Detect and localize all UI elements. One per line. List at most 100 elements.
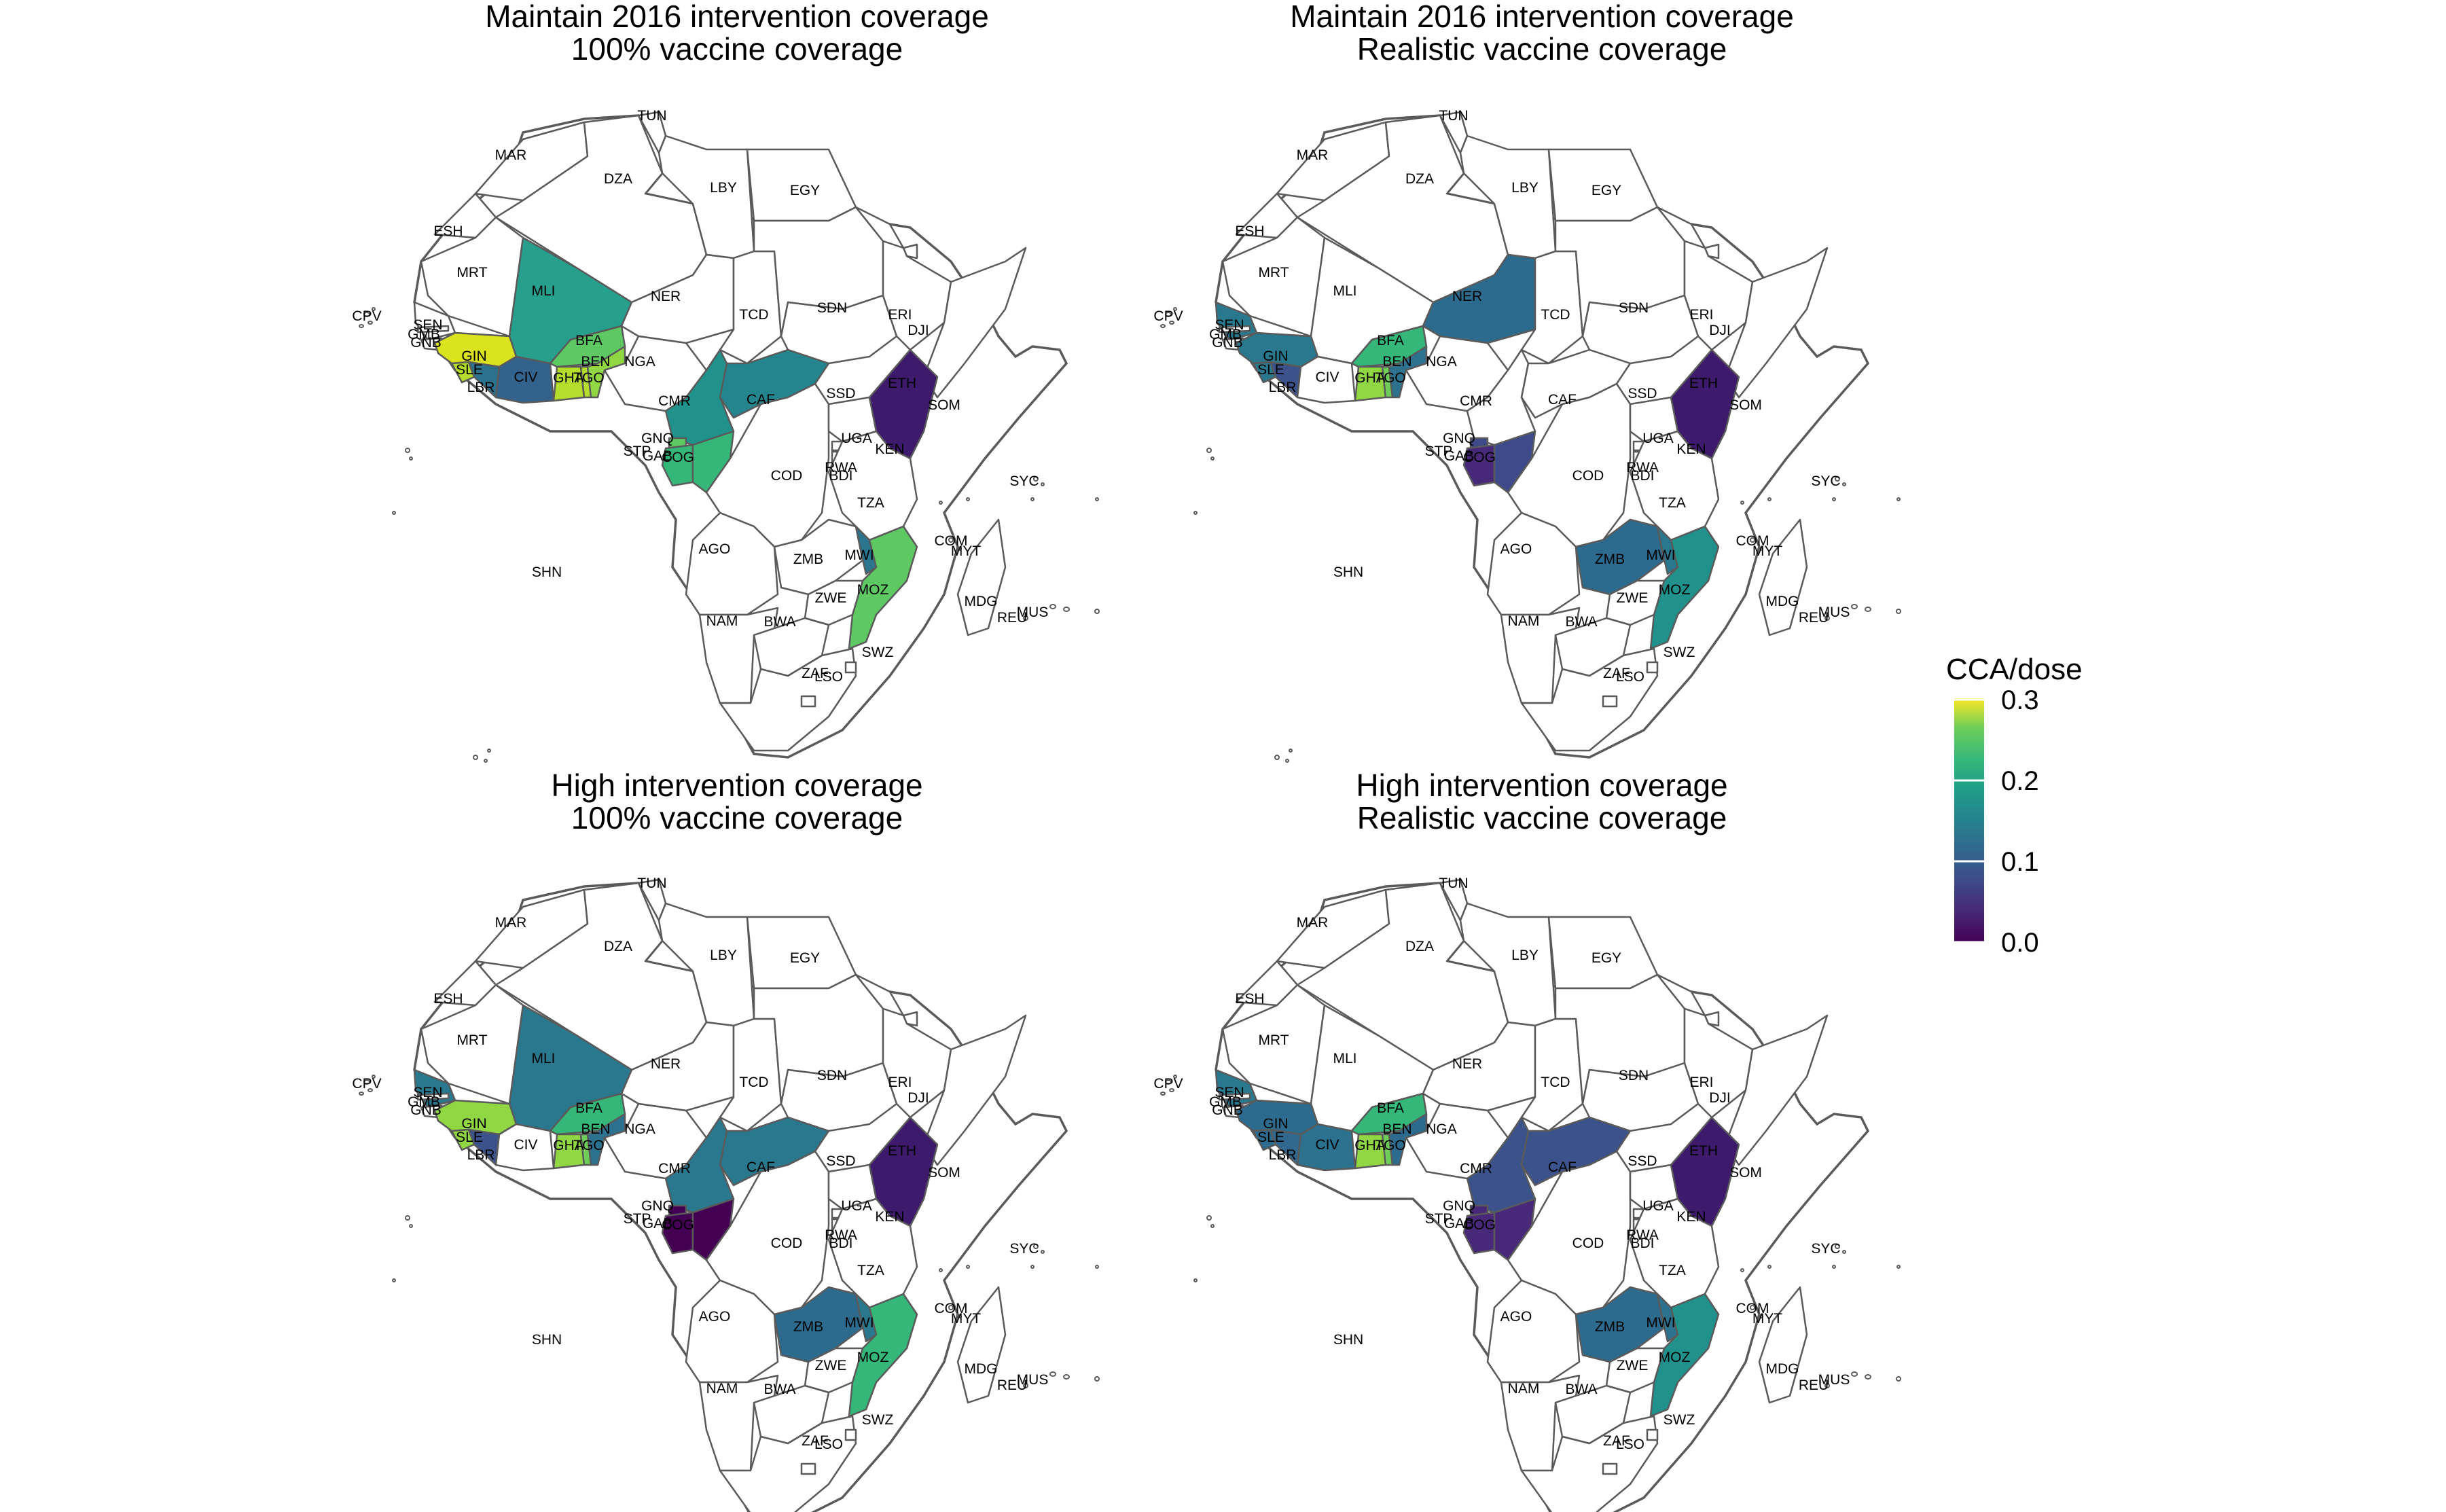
island-18	[487, 749, 491, 753]
country-label-civ: CIV	[1315, 1137, 1339, 1153]
island-14	[1023, 615, 1028, 621]
island-9	[948, 537, 954, 543]
country-label-dza: DZA	[1405, 171, 1434, 187]
country-label-zmb: ZMB	[793, 552, 823, 567]
island-12	[1865, 607, 1871, 612]
country-mdg	[1758, 1286, 1808, 1404]
country-label-shn: SHN	[532, 564, 562, 580]
country-som	[1724, 1014, 1829, 1166]
country-label-cmr: CMR	[658, 1161, 691, 1176]
country-label-bdi: BDI	[829, 468, 852, 484]
map-panel-2: Maintain 2016 intervention coverageReali…	[1153, 0, 1901, 763]
panel-title-line2: 100% vaccine coverage	[571, 31, 903, 67]
island-13	[1896, 1376, 1901, 1382]
island-7	[1842, 1250, 1846, 1254]
country-label-uga: UGA	[1642, 1198, 1674, 1214]
legend-tick-mid-low: 0.1	[2001, 847, 2039, 877]
country-label-lby: LBY	[710, 180, 737, 196]
country-label-ner: NER	[651, 1056, 681, 1072]
island-2	[1160, 1092, 1166, 1096]
country-label-reu: REU	[997, 610, 1027, 626]
country-label-ssd: SSD	[826, 386, 855, 401]
country-label-gnq: GNQ	[641, 431, 674, 446]
country-label-moz: MOZ	[1659, 1350, 1691, 1365]
country-label-syc: SYC	[1811, 473, 1840, 489]
country-label-bwa: BWA	[1565, 614, 1597, 630]
country-label-ner: NER	[1452, 289, 1482, 304]
country-label-dji: DJI	[907, 323, 929, 338]
country-ssd	[1581, 294, 1699, 365]
country-label-cog: COG	[1463, 450, 1496, 465]
country-label-cod: COD	[771, 468, 803, 484]
island-21	[1095, 497, 1099, 501]
country-label-egy: EGY	[790, 183, 820, 198]
country-label-mrt: MRT	[456, 1032, 487, 1048]
island-5	[1210, 456, 1215, 461]
country-label-nam: NAM	[1508, 1381, 1540, 1397]
country-label-lby: LBY	[710, 948, 737, 963]
country-label-tun: TUN	[637, 108, 666, 124]
island-10	[1759, 1314, 1763, 1318]
island-4	[405, 448, 410, 453]
country-gab	[661, 1211, 694, 1255]
country-lso	[1602, 695, 1618, 708]
country-label-rwa: RWA	[1626, 460, 1659, 475]
country-label-cmr: CMR	[658, 393, 691, 409]
country-label-tza: TZA	[857, 1263, 884, 1278]
country-gab	[1462, 1211, 1496, 1255]
country-label-tcd: TCD	[1541, 307, 1570, 323]
country-label-cod: COD	[771, 1236, 803, 1251]
country-label-cmr: CMR	[1460, 1161, 1492, 1176]
country-label-swz: SWZ	[862, 1412, 894, 1428]
country-label-mli: MLI	[531, 283, 555, 299]
country-label-dza: DZA	[1405, 939, 1434, 954]
island-1	[1169, 1088, 1174, 1092]
country-label-mwi: MWI	[1646, 547, 1675, 563]
island-7	[1041, 1250, 1045, 1254]
island-15	[392, 511, 396, 515]
country-label-eth: ETH	[1689, 1143, 1718, 1159]
island-13	[1094, 1376, 1100, 1382]
country-label-lso: LSO	[814, 1437, 843, 1452]
country-swz	[844, 661, 857, 674]
country-label-zwe: ZWE	[815, 1358, 847, 1373]
country-label-tza: TZA	[1659, 495, 1686, 511]
country-label-tza: TZA	[857, 495, 884, 511]
country-label-shn: SHN	[1333, 564, 1363, 580]
country-moz	[1649, 1293, 1720, 1418]
country-mwi	[855, 525, 878, 575]
country-label-gha: GHA	[1354, 370, 1386, 386]
country-label-myt: MYT	[1752, 543, 1783, 559]
country-label-cmr: CMR	[1460, 393, 1492, 409]
country-label-moz: MOZ	[857, 1350, 889, 1365]
island-3	[372, 1075, 376, 1079]
country-label-moz: MOZ	[857, 582, 889, 598]
island-9	[1750, 1305, 1755, 1310]
island-14	[1824, 1383, 1830, 1388]
country-label-myt: MYT	[1752, 1311, 1783, 1327]
island-7	[1842, 482, 1846, 486]
country-label-rwa: RWA	[825, 1227, 857, 1243]
country-label-cod: COD	[1572, 1236, 1604, 1251]
country-label-gha: GHA	[553, 370, 584, 386]
country-label-stp: STP	[624, 444, 651, 459]
country-label-swz: SWZ	[862, 645, 894, 660]
country-label-uga: UGA	[841, 431, 872, 446]
country-label-mli: MLI	[1333, 283, 1356, 299]
country-caf	[1520, 1116, 1632, 1187]
country-label-bdi: BDI	[1630, 468, 1654, 484]
map-panel-1: Maintain 2016 intervention coverage100% …	[352, 0, 1100, 763]
island-11	[1851, 1371, 1858, 1377]
island-11	[1851, 604, 1858, 609]
island-4	[405, 1215, 410, 1221]
panel-title-line1: High intervention coverage	[551, 768, 922, 803]
country-som	[1724, 247, 1829, 399]
country-label-dji: DJI	[1709, 1090, 1731, 1106]
country-zaf	[1520, 1415, 1659, 1512]
country-label-tza: TZA	[1659, 1263, 1686, 1278]
island-6	[1835, 1244, 1840, 1249]
country-label-gab: GAB	[643, 1216, 672, 1231]
island-20	[1767, 1265, 1771, 1269]
